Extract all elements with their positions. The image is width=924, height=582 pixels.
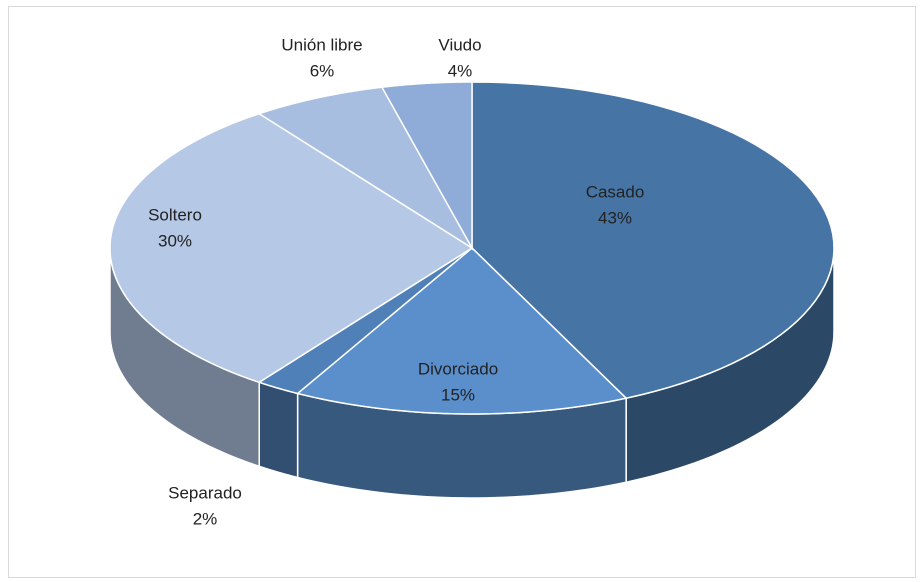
slice-value-label: 30% — [158, 231, 192, 250]
slice-value-label: 2% — [193, 509, 218, 528]
slice-side — [258, 381, 299, 479]
slice — [257, 247, 473, 395]
slice-value-label: 6% — [310, 61, 335, 80]
slice-value-label: 4% — [448, 61, 473, 80]
slice — [257, 86, 473, 249]
slice-value-label: 15% — [441, 385, 475, 404]
slice — [109, 112, 474, 384]
slice-value-label: 43% — [598, 208, 632, 227]
slice — [295, 246, 628, 415]
slice-label: Casado — [586, 182, 645, 201]
slice-label: Soltero — [148, 205, 202, 224]
slice-label: Unión libre — [281, 35, 362, 54]
slice-label: Viudo — [438, 35, 481, 54]
slice — [471, 81, 835, 400]
slice-label: Divorciado — [418, 359, 498, 378]
slice — [380, 81, 473, 251]
slice-label: Separado — [168, 483, 242, 502]
